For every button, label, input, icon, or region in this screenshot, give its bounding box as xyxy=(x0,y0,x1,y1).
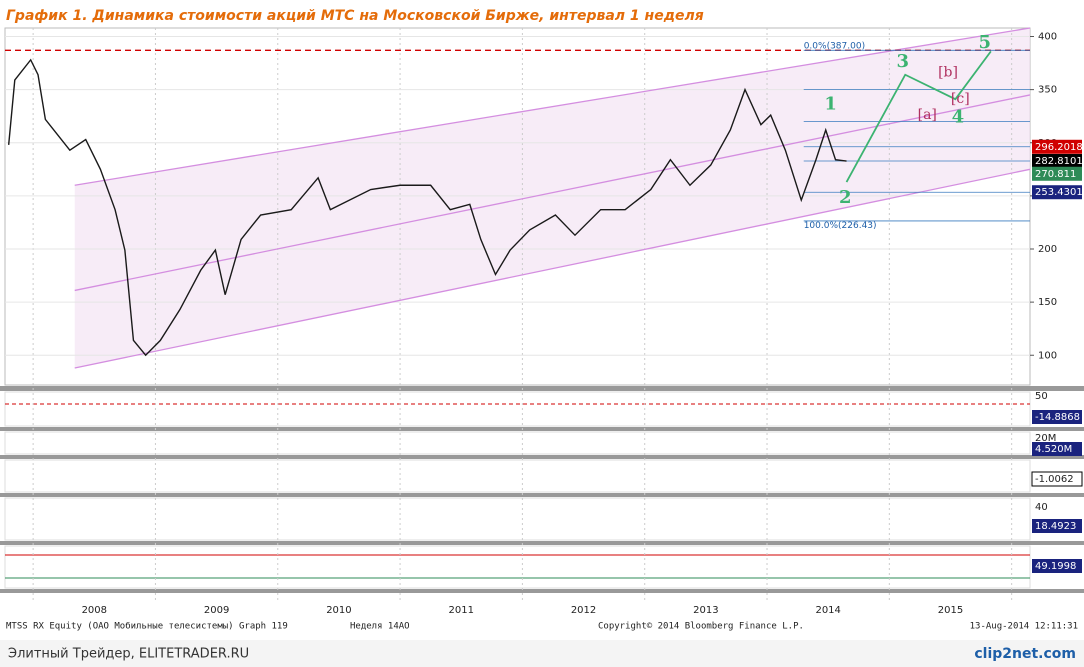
indicator-label-box xyxy=(1032,519,1082,533)
price-label-box xyxy=(1032,139,1082,154)
separator xyxy=(0,386,1084,391)
wave-label: [a] xyxy=(918,107,937,123)
level-label: 100.0%(226.43) xyxy=(804,221,877,231)
separator xyxy=(0,541,1084,545)
footer-left: MTSS RX Equity (ОАО Мобильные телесистем… xyxy=(6,621,288,632)
separator xyxy=(0,589,1084,593)
panel xyxy=(4,497,1031,541)
y-tick-label: 400 xyxy=(1038,32,1057,43)
indicator-label-box xyxy=(1031,471,1083,487)
price-label: 253.4301 xyxy=(1035,187,1083,198)
x-tick-label: 2009 xyxy=(204,605,229,616)
y-tick-label: 350 xyxy=(1038,85,1057,96)
wave-label: 1 xyxy=(824,94,837,115)
footer-middle: Неделя 14АО xyxy=(350,622,410,632)
price-label: 270.811 xyxy=(1035,169,1076,180)
price-label-box xyxy=(1032,166,1082,181)
price-line xyxy=(7,58,847,357)
indicator-label: 4.520M xyxy=(1035,444,1072,455)
source: Элитный Трейдер, ELITETRADER.RU xyxy=(8,647,249,662)
footer-date: 13-Aug-2014 12:11:31 xyxy=(970,622,1078,632)
plot-frame xyxy=(4,27,1031,386)
channel-line xyxy=(74,94,1031,292)
y-tick-label: 200 xyxy=(1038,244,1057,255)
x-tick-label: 2014 xyxy=(815,605,840,616)
panel xyxy=(4,545,1031,589)
forecast-path xyxy=(845,50,992,183)
x-tick-label: 2015 xyxy=(938,605,963,616)
x-tick-label: 2013 xyxy=(693,605,718,616)
chart-title: График 1. Динамика стоимости акций МТС н… xyxy=(6,8,704,24)
wave-label: 2 xyxy=(839,187,852,208)
wave-label: 3 xyxy=(897,51,910,72)
separator xyxy=(0,455,1084,459)
brand: clip2net.com xyxy=(974,646,1076,662)
y-tick-label: 100 xyxy=(1038,350,1057,361)
x-tick-label: 2008 xyxy=(82,605,107,616)
wave-label: [c] xyxy=(951,91,970,107)
panel xyxy=(4,391,1031,427)
footer-copyright: Copyright© 2014 Bloomberg Finance L.P. xyxy=(598,622,804,632)
indicator-label: 40 xyxy=(1035,502,1048,513)
x-tick-label: 2011 xyxy=(449,605,474,616)
indicator-label: 20M xyxy=(1035,433,1056,444)
indicator-label-box xyxy=(1032,410,1082,424)
x-tick-label: 2012 xyxy=(571,605,596,616)
bottom-bar xyxy=(0,640,1084,667)
wave-label: 5 xyxy=(978,32,991,53)
panel xyxy=(4,459,1031,493)
indicator-label: -14.8868 xyxy=(1035,412,1080,423)
separator xyxy=(0,493,1084,497)
x-tick-label: 2010 xyxy=(326,605,351,616)
panel xyxy=(4,431,1031,455)
price-label: 296.2018 xyxy=(1035,142,1083,153)
indicator-label-box xyxy=(1032,559,1082,573)
wave-label: 4 xyxy=(952,106,965,127)
separator xyxy=(0,427,1084,431)
indicator-panels xyxy=(0,386,1084,593)
channel-line xyxy=(74,27,1031,186)
indicator-label-box xyxy=(1032,442,1082,456)
indicator-label: 18.4923 xyxy=(1035,521,1076,532)
channel-shade xyxy=(74,28,1030,368)
price-label-box xyxy=(1032,154,1082,169)
price-label-box xyxy=(1032,185,1082,200)
indicator-label: -1.0062 xyxy=(1035,474,1074,485)
y-tick-label: 150 xyxy=(1038,297,1057,308)
wave-label: [b] xyxy=(938,65,958,81)
price-label: 282.8101 xyxy=(1035,156,1083,167)
channel-line xyxy=(74,168,1031,369)
level-label: 0.0%(387.00) xyxy=(804,42,865,52)
indicator-label: 50 xyxy=(1035,391,1048,402)
indicator-label: 49.1998 xyxy=(1035,561,1076,572)
